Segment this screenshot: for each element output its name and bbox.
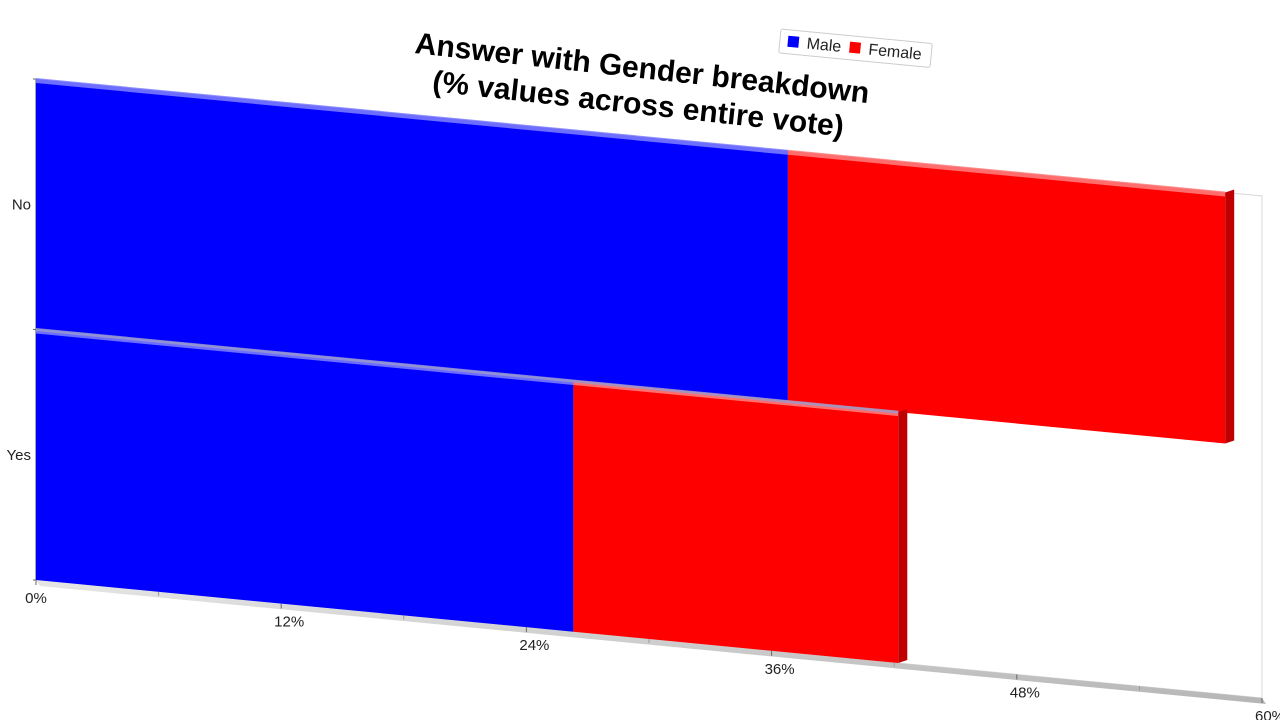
y-tick-label: Yes (7, 447, 31, 464)
bar-no-male (36, 79, 788, 402)
bar-yes-male (36, 329, 574, 632)
x-tick-label: 48% (1010, 684, 1040, 701)
bar-end-face-no (1225, 189, 1235, 444)
y-tick-label: No (12, 196, 31, 213)
legend-female-swatch (849, 41, 862, 54)
x-tick-label: 60% (1255, 708, 1280, 720)
y-axis: No Yes (7, 78, 36, 581)
x-tick-label: 24% (519, 637, 549, 654)
row-separator (35, 328, 899, 414)
bar-top-edge-no-male (36, 78, 788, 155)
legend-male-label: Male (806, 36, 842, 56)
legend: Male Female (778, 28, 933, 68)
bar-end-face-yes (898, 409, 908, 663)
plot-floor (36, 580, 1266, 704)
x-tick-label: 36% (765, 661, 795, 678)
x-tick-label: 0% (25, 590, 47, 607)
x-axis: 0% 12% 24% 36% 48% 60% (25, 580, 1280, 720)
x-tick-label: 12% (274, 614, 304, 631)
bar-yes-female (573, 381, 899, 663)
legend-male-swatch (787, 35, 800, 48)
legend-female-label: Female (868, 42, 923, 64)
bar-top-edge-no-female (787, 149, 1226, 197)
bar-no-female (787, 150, 1226, 444)
bars (35, 78, 1235, 663)
